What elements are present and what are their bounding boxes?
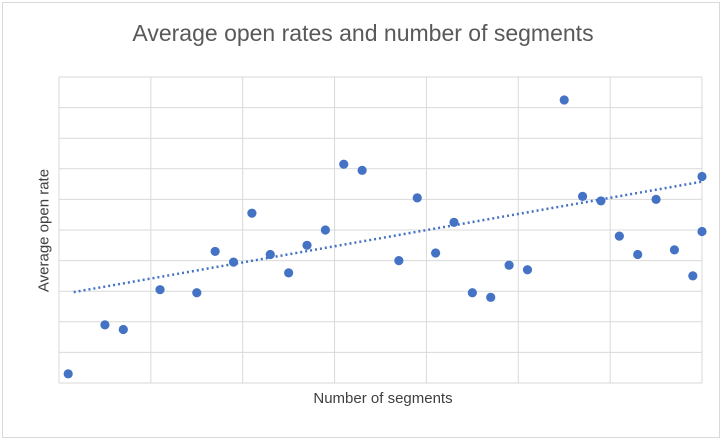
points-layer [63,95,707,379]
data-point [431,248,441,258]
data-point [697,171,707,182]
data-point [669,245,680,255]
data-point [118,324,128,335]
gridlines [58,76,703,384]
data-point [614,231,624,241]
data-point [192,288,202,298]
data-point [486,292,496,302]
data-point [210,246,220,257]
chart-frame [2,2,720,438]
data-point [522,265,533,275]
x-axis-label: Number of segments [313,390,453,407]
data-point [394,256,404,266]
data-point [651,194,661,204]
data-point [339,159,349,169]
data-point [100,320,110,330]
data-point [596,196,606,206]
trendline-layer [73,180,703,294]
data-point [155,285,165,295]
data-point [265,249,275,260]
data-point [688,271,698,281]
trendline [73,180,703,294]
y-axis-label: Average open rate [35,168,53,293]
data-point [504,260,514,270]
data-point [577,191,588,201]
data-point [467,288,477,298]
data-point [320,225,330,235]
data-point [633,249,643,260]
data-point [63,369,73,379]
data-point [559,95,569,105]
data-point [357,165,367,175]
data-point [697,226,707,237]
chart-title: Average open rates and number of segment… [132,20,594,46]
data-point [228,257,239,267]
data-point [284,268,294,278]
data-point [247,208,257,218]
data-point [412,193,422,203]
data-point [302,240,312,250]
data-point [449,217,459,227]
